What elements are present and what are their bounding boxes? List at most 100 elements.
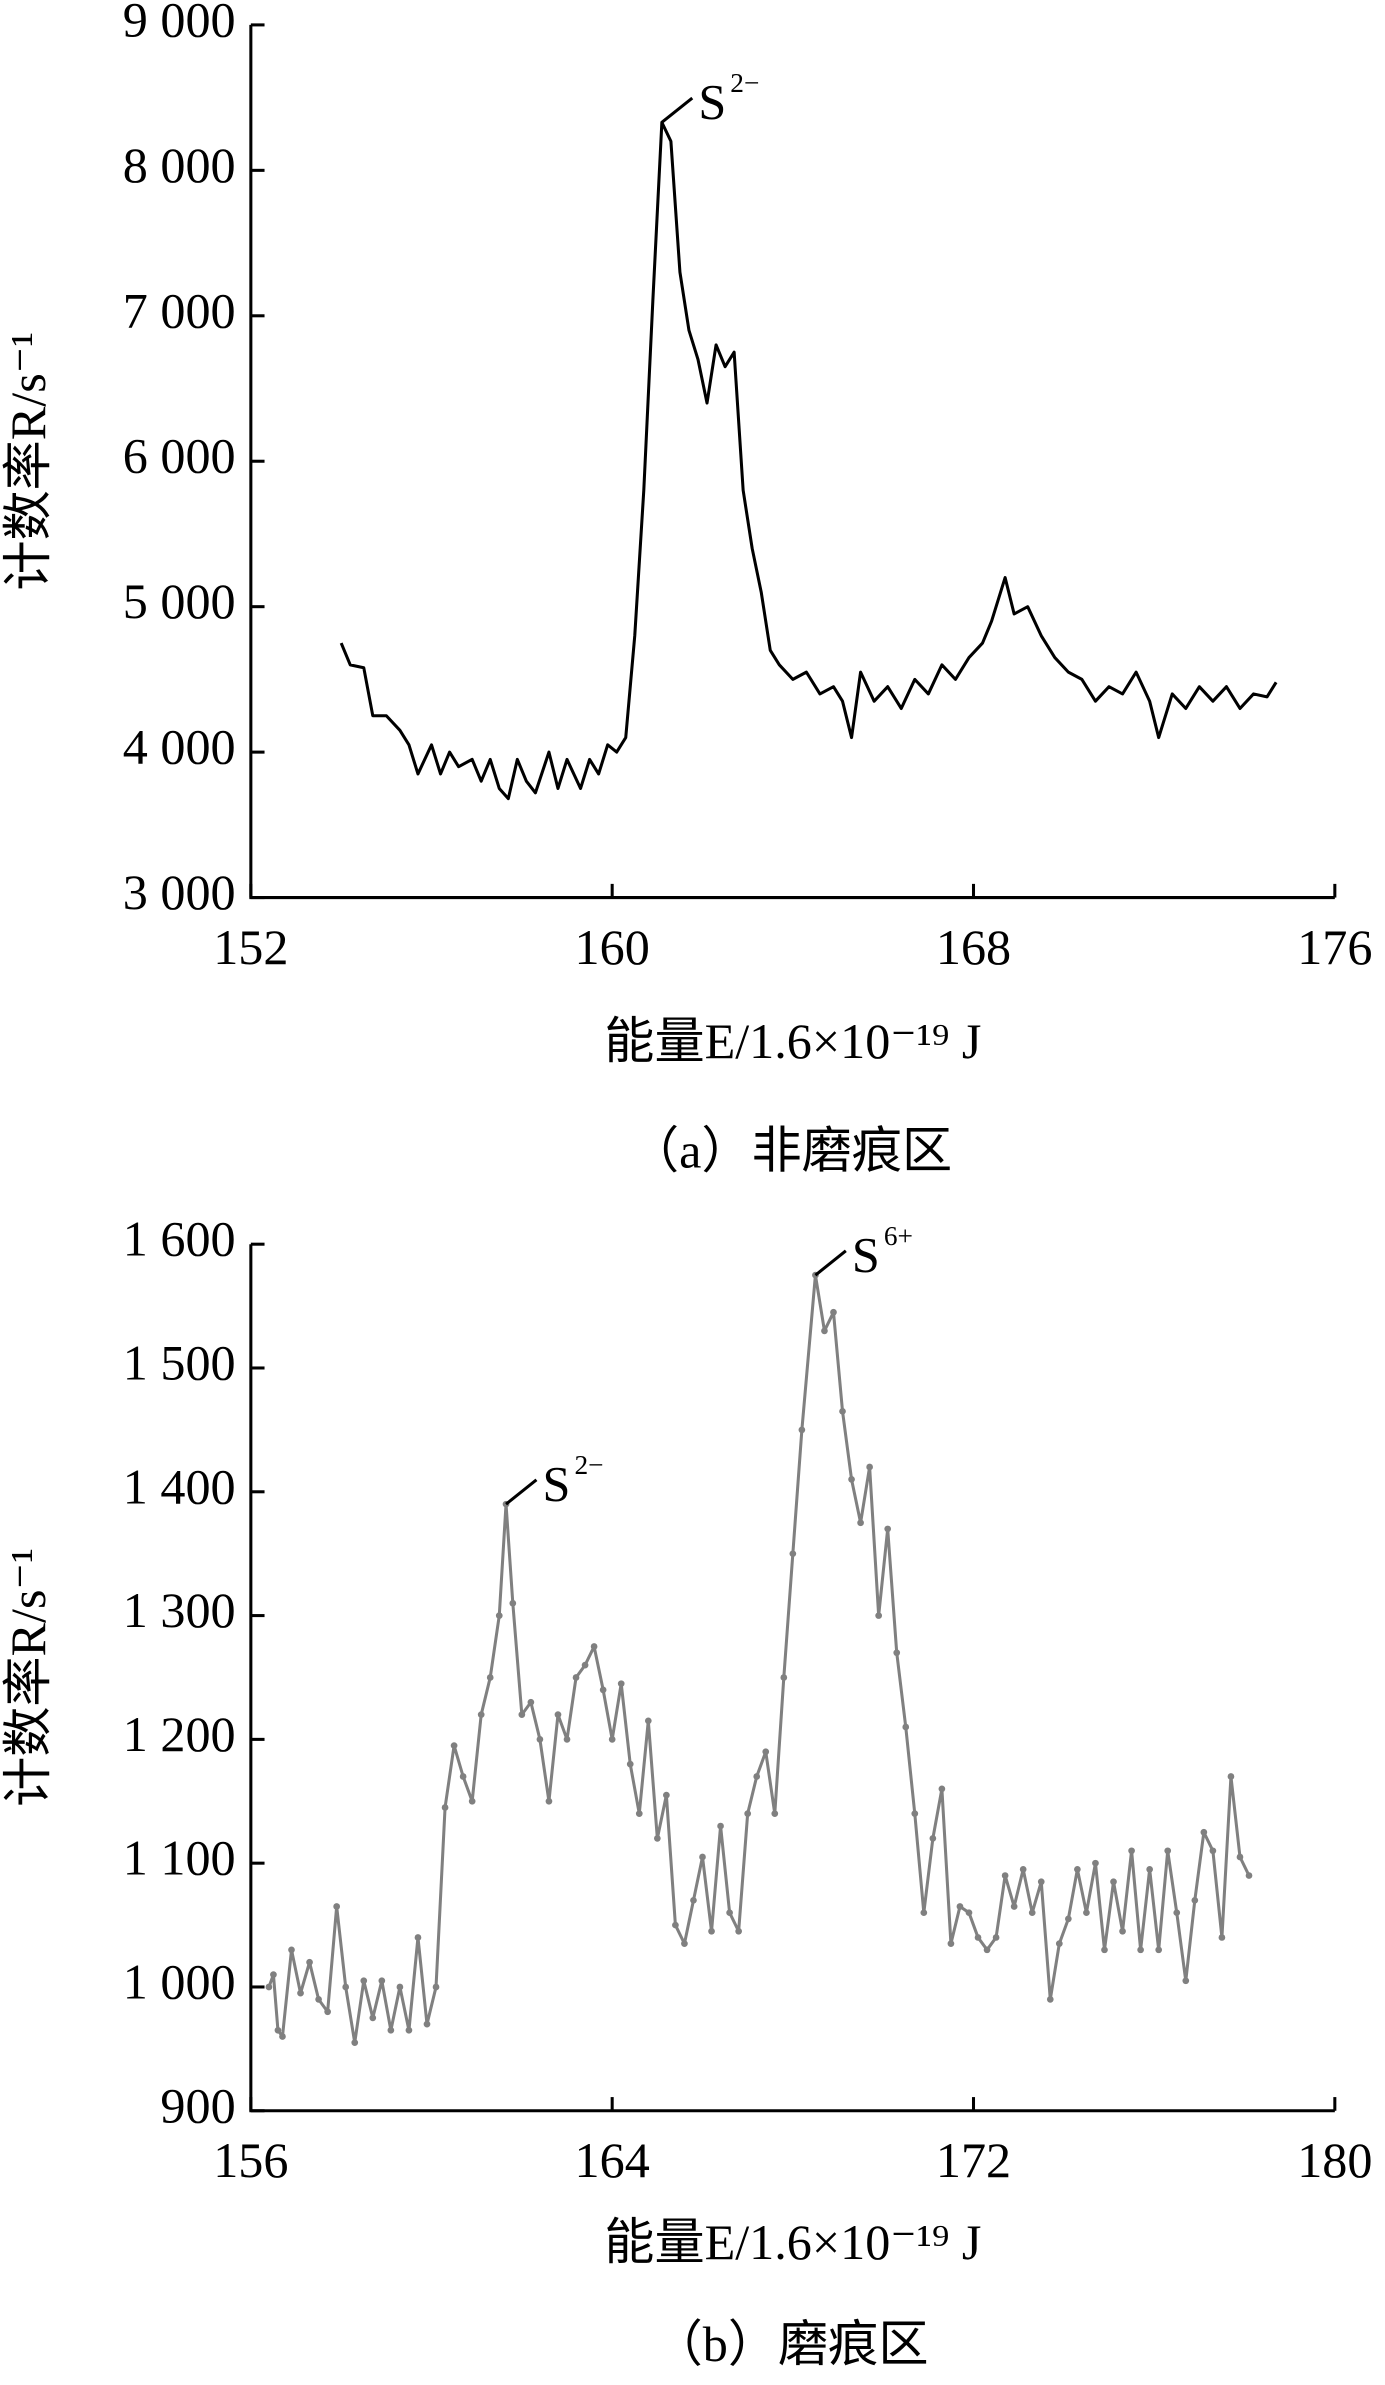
y-tick-label: 5 000 (123, 573, 236, 629)
data-point (536, 1736, 544, 1743)
data-point (1110, 1878, 1117, 1886)
y-tick-label: 6 000 (123, 428, 236, 484)
data-point (1146, 1866, 1153, 1873)
data-point (509, 1599, 517, 1607)
data-point (1092, 1859, 1099, 1867)
y-tick-label: 1 400 (123, 1458, 236, 1514)
data-point (992, 1934, 1000, 1941)
data-point (477, 1711, 485, 1718)
y-tick-label: 4 000 (123, 719, 236, 775)
data-point (1074, 1866, 1081, 1873)
data-point (342, 1983, 350, 1991)
data-point (495, 1612, 503, 1619)
data-point (1200, 1828, 1208, 1836)
data-point (396, 1983, 404, 1991)
data-point (672, 1921, 679, 1929)
data-point (1037, 1878, 1045, 1886)
data-point (929, 1835, 937, 1842)
data-point (821, 1327, 828, 1335)
data-point (717, 1822, 724, 1830)
annotation-label: S (543, 1455, 571, 1511)
y-tick-label: 1 100 (123, 1830, 236, 1886)
data-point (920, 1909, 928, 1917)
y-axis-label: 计数率R/s⁻¹ (0, 332, 56, 591)
data-point (590, 1643, 598, 1650)
data-point (789, 1550, 797, 1558)
data-point (265, 1983, 273, 1991)
data-point (405, 2026, 413, 2034)
data-point (468, 1797, 476, 1805)
data-point (1083, 1909, 1090, 1917)
data-point (306, 1958, 313, 1966)
data-point (1010, 1903, 1018, 1910)
data-point (333, 1903, 341, 1910)
data-point (690, 1896, 697, 1904)
data-point (554, 1711, 562, 1718)
data-point (387, 2026, 395, 2034)
y-tick-label: 1 200 (123, 1706, 236, 1762)
data-point (1055, 1940, 1063, 1947)
data-point (663, 1791, 670, 1799)
y-tick-label: 1 000 (123, 1953, 236, 2009)
y-tick-label: 9 000 (123, 0, 236, 47)
x-tick-label: 180 (1297, 2132, 1372, 2188)
data-point (1236, 1853, 1244, 1861)
x-tick-label: 176 (1297, 919, 1372, 975)
data-point (1101, 1946, 1108, 1954)
chart-panel: 3 000 4 000 5 000 6 000 7 000 8 000 9 000 152 16… (0, 0, 1372, 1179)
data-point (1245, 1872, 1253, 1879)
data-point (1065, 1915, 1072, 1923)
data-point (1218, 1934, 1226, 1941)
data-point (274, 2026, 282, 2034)
y-tick-label: 1 500 (123, 1335, 236, 1391)
data-point (839, 1407, 846, 1415)
annotation-superscript: 2− (730, 68, 759, 98)
y-tick-label: 3 000 (123, 864, 236, 920)
data-point (288, 1946, 295, 1954)
data-point (708, 1927, 715, 1935)
data-point (270, 1971, 277, 1978)
annotation-superscript: 6+ (884, 1221, 913, 1251)
data-point (983, 1946, 991, 1954)
data-point (1155, 1946, 1163, 1954)
data-point (780, 1674, 788, 1681)
y-tick-label: 1 600 (123, 1211, 236, 1267)
data-point (735, 1927, 742, 1935)
data-point (378, 1977, 386, 1985)
data-point (1028, 1909, 1036, 1917)
data-point (369, 2014, 377, 2022)
caption: （a）非磨痕区 (629, 1123, 952, 1179)
data-point (441, 1804, 449, 1811)
annotation-label: S (852, 1226, 880, 1282)
annotation-superscript: 2− (574, 1450, 603, 1480)
data-line (339, 120, 1278, 801)
data-point (1137, 1946, 1144, 1954)
data-point (681, 1940, 688, 1947)
data-point (1164, 1847, 1172, 1855)
data-point (893, 1649, 901, 1657)
data-point (608, 1736, 616, 1743)
y-axis-label: 计数率R/s⁻¹ (0, 1548, 56, 1807)
data-point (297, 1989, 304, 1997)
data-point (563, 1736, 571, 1743)
data-point (762, 1748, 770, 1756)
data-point (974, 1934, 982, 1941)
data-point (459, 1773, 467, 1780)
x-tick-label: 156 (213, 2132, 288, 2188)
data-point (545, 1797, 553, 1805)
data-point (581, 1661, 589, 1669)
data-point (798, 1426, 806, 1434)
x-axis-label: 能量E/1.6×10⁻¹⁹ J (604, 2214, 981, 2270)
data-point (626, 1760, 634, 1768)
data-point (644, 1717, 652, 1725)
data-point (432, 1983, 440, 1991)
data-point (938, 1785, 946, 1793)
data-point (279, 2033, 286, 2040)
data-point (360, 1977, 368, 1985)
data-point (1173, 1909, 1181, 1917)
data-point (1182, 1977, 1190, 1985)
y-tick-label: 7 000 (123, 282, 236, 338)
data-point (866, 1463, 873, 1471)
data-point (726, 1909, 733, 1917)
